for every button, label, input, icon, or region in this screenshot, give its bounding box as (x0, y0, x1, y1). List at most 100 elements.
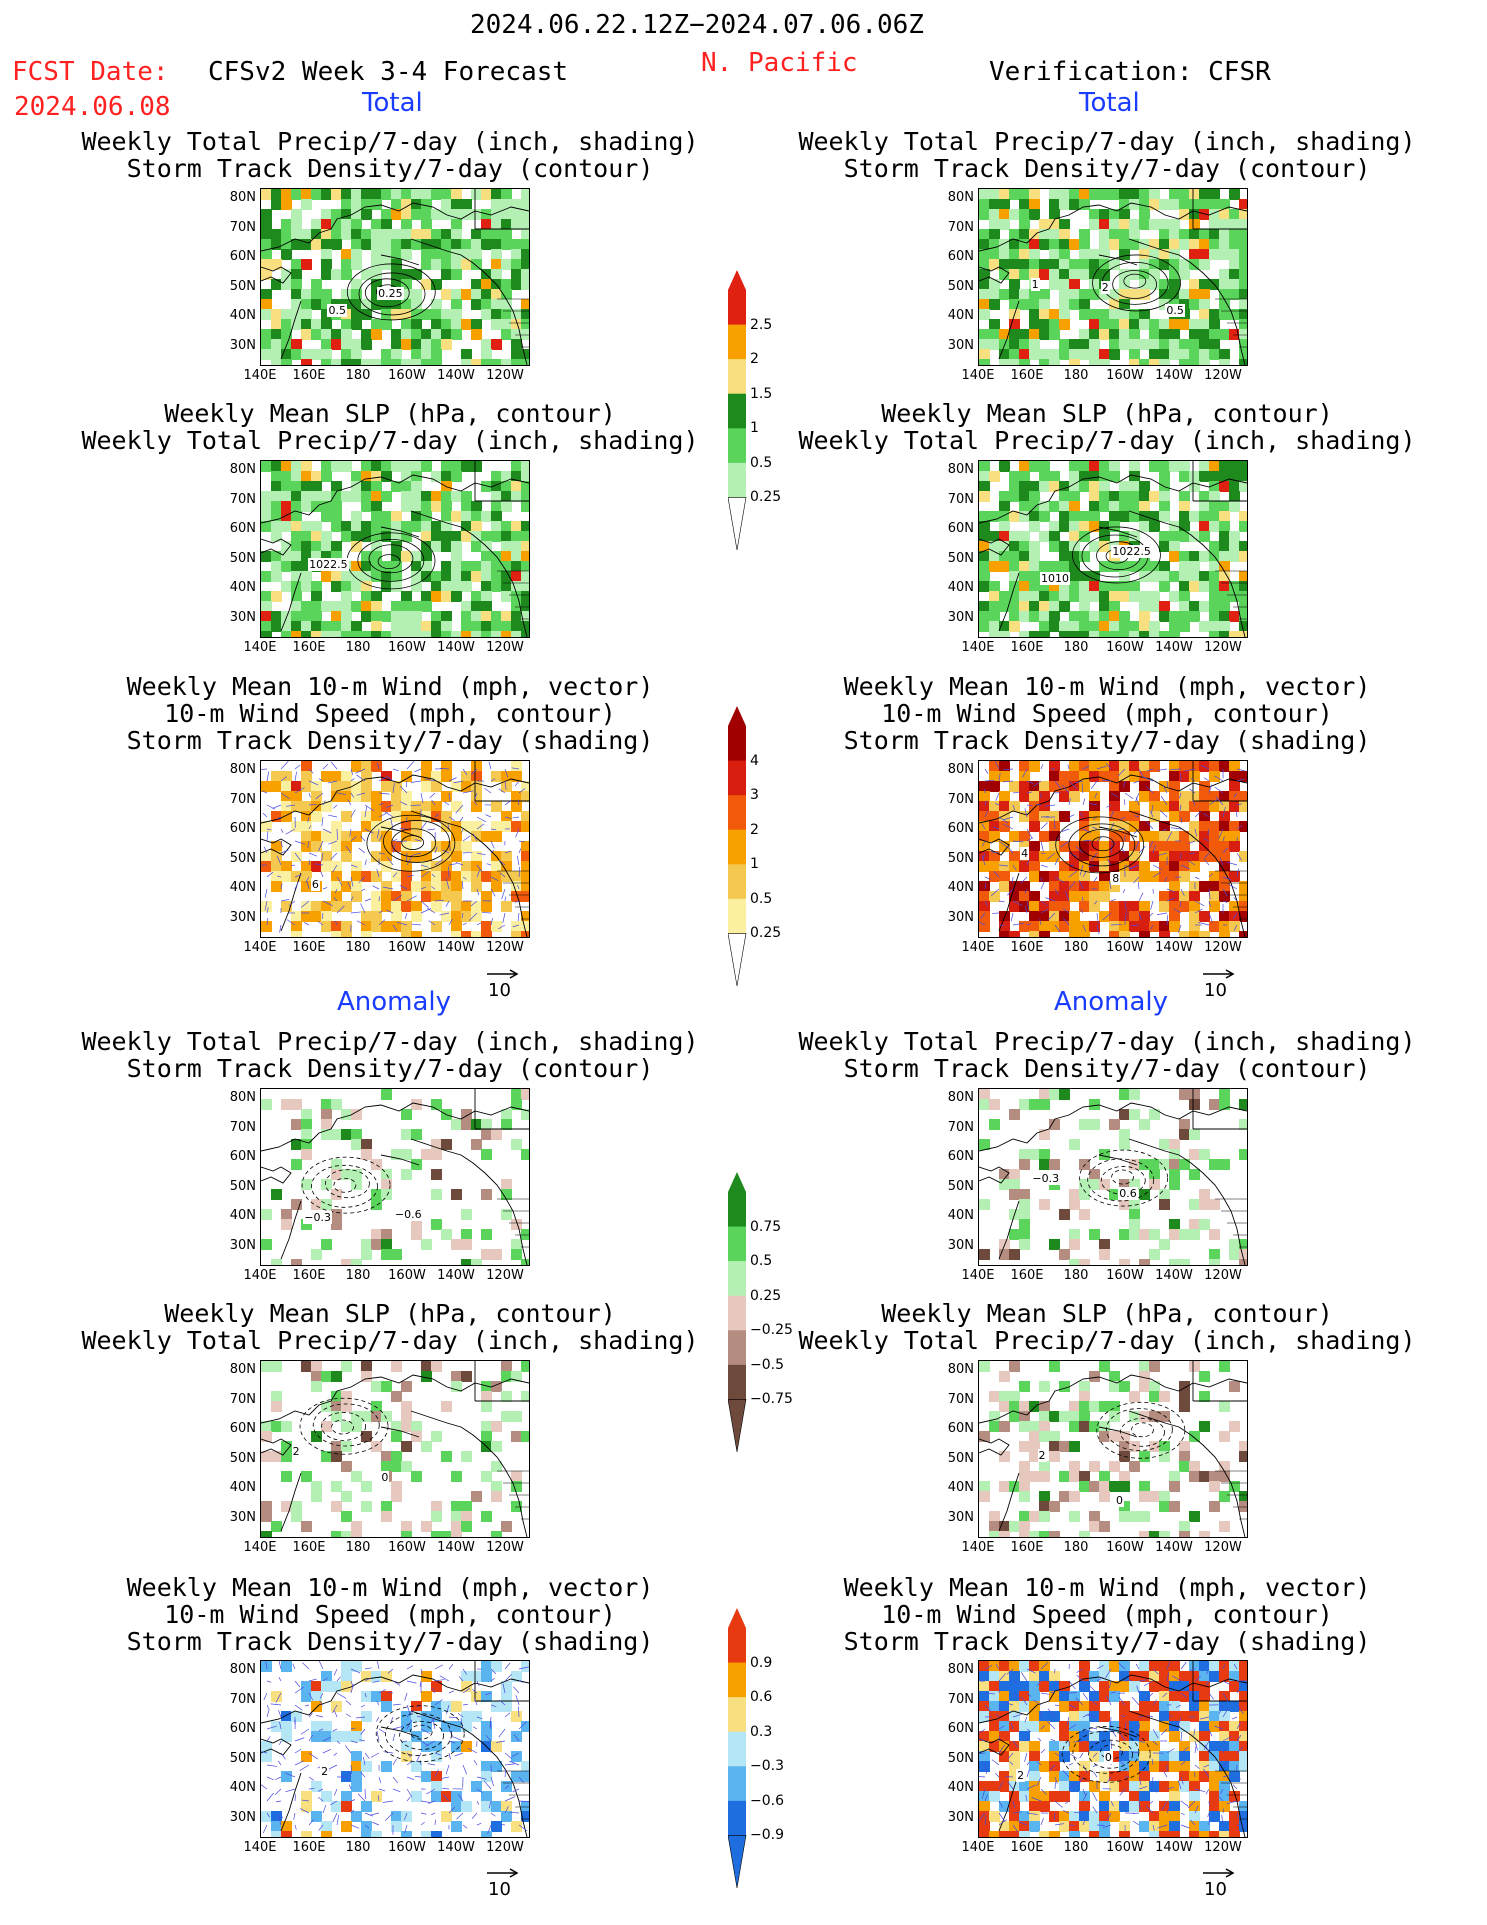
lon-tick-label: 140W (437, 640, 475, 655)
lat-tick-label: 80N (947, 762, 974, 777)
lon-tick-label: 120W (486, 940, 524, 955)
map-canvas (261, 1089, 529, 1265)
section-anomaly-verif: Anomaly (1054, 987, 1169, 1017)
lat-tick-label: 50N (229, 850, 256, 866)
panel-title: Weekly Mean 10-m Wind (mph, vector) 10-m … (126, 672, 654, 755)
lon-tick-label: 180 (1063, 368, 1089, 383)
lon-tick-label: 180 (345, 1540, 371, 1555)
contour-label: 2 (1016, 1769, 1026, 1783)
lon-tick-label: 140W (1155, 640, 1193, 655)
lat-tick-label: 50N (947, 278, 974, 294)
contour-label: 0 (1103, 1750, 1113, 1764)
contour-label: 6 (310, 877, 320, 891)
panel-title: Weekly Mean SLP (hPa, contour) Weekly Tot… (81, 399, 699, 455)
lat-tick-label: 30N (947, 337, 974, 353)
lon-tick-label: 140E (961, 1540, 995, 1555)
lat-tick-label: 70N (229, 1119, 256, 1135)
lon-tick-label: 140W (1155, 940, 1193, 955)
lat-tick-label: 70N (947, 1691, 974, 1707)
map-canvas (261, 461, 529, 637)
lat-tick-label: 50N (947, 1750, 974, 1766)
map-panel-verif-total-slp-precip: 1010 1022.5 (978, 460, 1248, 638)
lat-tick-label: 80N (947, 1362, 974, 1377)
lon-tick-label: 120W (486, 1540, 524, 1555)
lon-tick-label: 160E (1010, 368, 1044, 383)
lat-tick-label: 60N (947, 249, 974, 264)
lon-tick-label: 140W (437, 1268, 475, 1283)
map-canvas (261, 761, 529, 937)
map-panel-fcst-anom-wind-storm: 2 (260, 1660, 530, 1838)
lon-tick-label: 140W (437, 940, 475, 955)
lat-tick-label: 40N (229, 1780, 256, 1795)
lon-tick-label: 160E (292, 1840, 326, 1855)
colorbar-label: 0.75 (750, 1218, 782, 1235)
lon-tick-label: 120W (486, 640, 524, 655)
model-title: CFSv2 Week 3-4 Forecast (208, 57, 569, 87)
lon-tick-label: 120W (1204, 1840, 1242, 1855)
lon-tick-label: 160E (292, 1268, 326, 1283)
lat-tick-label: 80N (229, 1090, 256, 1105)
lat-tick-label: 70N (947, 219, 974, 235)
lat-tick-label: 60N (229, 1721, 256, 1736)
colorbar-label: 0.25 (750, 489, 782, 506)
arrow-right-icon (1203, 1868, 1235, 1878)
contour-label: −0.3 (303, 1211, 332, 1225)
lon-tick-label: 120W (1204, 640, 1242, 655)
lon-tick-label: 160W (388, 1840, 426, 1855)
lat-tick-label: 40N (947, 580, 974, 595)
lat-tick-label: 60N (229, 521, 256, 536)
colorbar-label: 0.25 (750, 925, 782, 942)
lon-tick-label: 180 (345, 640, 371, 655)
colorbar-label: 2.5 (750, 316, 773, 333)
map-canvas (979, 1661, 1247, 1837)
contour-label: 2 (1037, 1449, 1047, 1463)
map-panel-fcst-total-wind-storm: 6 (260, 760, 530, 938)
colorbar-label: 0.5 (750, 890, 773, 907)
contour-label: 8 (1111, 871, 1121, 885)
contour-label: 1 (1030, 277, 1040, 291)
lat-tick-label: 70N (229, 491, 256, 507)
lat-tick-label: 40N (947, 1780, 974, 1795)
verification-label: Verification: CFSR (989, 57, 1271, 87)
lat-tick-label: 40N (947, 308, 974, 323)
lat-tick-label: 50N (229, 278, 256, 294)
lat-tick-label: 70N (229, 1691, 256, 1707)
fcst-date-label: FCST Date: (12, 57, 169, 87)
lon-tick-label: 160W (1106, 640, 1144, 655)
map-canvas (261, 1361, 529, 1537)
vector-reference: 10 (1202, 963, 1236, 1001)
lon-tick-label: 140E (243, 1268, 277, 1283)
lon-tick-label: 160W (388, 368, 426, 383)
lon-tick-label: 140E (243, 640, 277, 655)
lat-tick-label: 50N (947, 550, 974, 566)
map-canvas (261, 1661, 529, 1837)
lat-tick-label: 60N (947, 1421, 974, 1436)
lat-tick-label: 40N (229, 880, 256, 895)
panel-title: Weekly Total Precip/7-day (inch, shading… (81, 1027, 699, 1083)
lon-tick-label: 140W (437, 1840, 475, 1855)
lon-tick-label: 160E (292, 368, 326, 383)
contour-label: 2 (320, 1764, 330, 1778)
colorbar-label: −0.5 (750, 1356, 784, 1373)
lon-tick-label: 180 (1063, 1540, 1089, 1555)
lat-tick-label: 30N (229, 609, 256, 625)
map-panel-fcst-total-precip-storm: 0.5 0.25 (260, 188, 530, 366)
colorbar-label: 1 (750, 856, 759, 873)
lon-tick-label: 180 (1063, 640, 1089, 655)
arrow-right-icon (487, 969, 519, 979)
map-canvas (261, 189, 529, 365)
colorbar-label: −0.25 (750, 1322, 793, 1339)
lon-tick-label: 160E (1010, 640, 1044, 655)
panel-title: Weekly Mean SLP (hPa, contour) Weekly Tot… (798, 399, 1416, 455)
lon-tick-label: 140W (437, 1540, 475, 1555)
lat-tick-label: 80N (947, 190, 974, 205)
panel-title: Weekly Mean SLP (hPa, contour) Weekly Tot… (798, 1299, 1416, 1355)
lat-tick-label: 30N (947, 1237, 974, 1253)
panel-title: Weekly Mean 10-m Wind (mph, vector) 10-m … (126, 1573, 654, 1656)
lat-tick-label: 40N (229, 308, 256, 323)
map-panel-verif-total-precip-storm: 1 2 0.5 (978, 188, 1248, 366)
lat-tick-label: 50N (229, 1178, 256, 1194)
contour-label: 1022.5 (308, 558, 349, 572)
lon-tick-label: 160E (292, 1540, 326, 1555)
fcst-date-value: 2024.06.08 (14, 92, 171, 122)
